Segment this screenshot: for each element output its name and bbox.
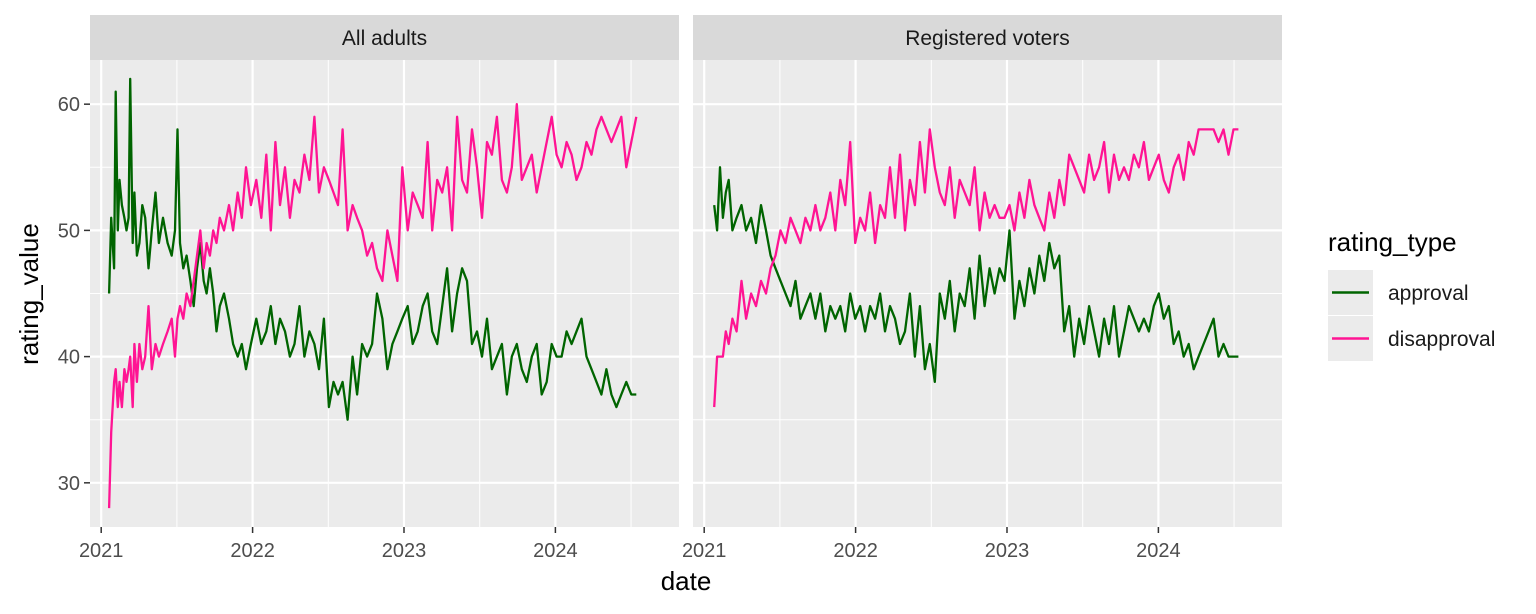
x-tick-label: 2022 <box>230 540 275 562</box>
x-tick-label: 2021 <box>79 540 124 562</box>
panel-strip <box>693 15 1282 60</box>
y-tick-label: 40 <box>58 347 80 369</box>
series-line-disapproval <box>713 128 1239 408</box>
legend: rating_type approval disapproval <box>1328 227 1495 361</box>
y-tick-label: 50 <box>58 220 80 242</box>
x-axis-ticks: 2021 2022 2023 2024 <box>682 527 1181 562</box>
x-tick-label: 2022 <box>833 540 878 562</box>
panel-registered-voters: Registered voters 2021 2022 2023 2024 <box>682 15 1282 562</box>
x-axis-title: date <box>661 566 712 596</box>
series-layer <box>107 77 638 509</box>
legend-label-disapproval: disapproval <box>1388 328 1495 351</box>
x-axis-ticks: 2021 2022 2023 2024 <box>79 527 578 562</box>
legend-title: rating_type <box>1328 227 1457 257</box>
series-line-disapproval <box>107 103 638 509</box>
panel-strip <box>90 15 679 60</box>
series-layer <box>713 128 1239 408</box>
y-axis-ticks: 30 40 50 60 <box>58 94 90 495</box>
gridlines <box>90 60 679 527</box>
x-tick-label: 2024 <box>533 540 578 562</box>
x-tick-label: 2024 <box>1136 540 1181 562</box>
series-line-approval <box>713 166 1239 384</box>
series-line-approval <box>107 77 637 421</box>
panel-all-adults: All adults 2021 2022 2023 2024 30 40 50 60 <box>58 15 679 562</box>
y-tick-label: 30 <box>58 473 80 495</box>
x-tick-label: 2021 <box>682 540 727 562</box>
panel-title: Registered voters <box>905 27 1070 50</box>
x-tick-label: 2023 <box>382 540 427 562</box>
gridlines <box>693 60 1282 527</box>
legend-label-approval: approval <box>1388 282 1469 305</box>
panel-title: All adults <box>342 27 427 50</box>
y-axis-title: rating_value <box>14 223 44 365</box>
x-tick-label: 2023 <box>985 540 1030 562</box>
y-tick-label: 60 <box>58 94 80 116</box>
